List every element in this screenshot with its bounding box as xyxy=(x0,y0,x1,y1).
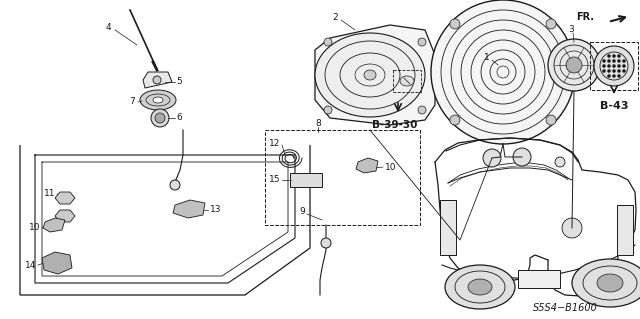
Text: S5S4−B1600: S5S4−B1600 xyxy=(532,303,597,313)
Polygon shape xyxy=(43,218,65,232)
Polygon shape xyxy=(55,210,75,222)
Circle shape xyxy=(602,64,605,68)
Ellipse shape xyxy=(572,259,640,307)
Circle shape xyxy=(418,38,426,46)
Bar xyxy=(590,42,638,90)
Circle shape xyxy=(170,180,180,190)
Ellipse shape xyxy=(597,274,623,292)
Text: B-39-30: B-39-30 xyxy=(372,120,418,130)
Circle shape xyxy=(321,238,331,248)
Text: 3: 3 xyxy=(568,26,573,34)
Ellipse shape xyxy=(431,0,575,144)
Polygon shape xyxy=(173,200,205,218)
Polygon shape xyxy=(55,192,75,204)
Circle shape xyxy=(618,70,621,72)
Ellipse shape xyxy=(566,57,582,73)
Text: 13: 13 xyxy=(210,205,221,214)
Bar xyxy=(265,130,420,225)
Bar xyxy=(617,205,633,255)
Circle shape xyxy=(483,149,501,167)
Circle shape xyxy=(155,113,165,123)
Circle shape xyxy=(153,76,161,84)
Polygon shape xyxy=(143,72,172,88)
Text: FR.: FR. xyxy=(576,12,594,22)
Circle shape xyxy=(562,218,582,238)
Circle shape xyxy=(602,60,605,63)
Text: 15: 15 xyxy=(269,175,280,184)
Circle shape xyxy=(513,148,531,166)
Polygon shape xyxy=(315,25,435,125)
Circle shape xyxy=(618,60,621,63)
Text: 4: 4 xyxy=(105,24,111,33)
Text: 9: 9 xyxy=(300,207,305,217)
Circle shape xyxy=(418,106,426,114)
Text: 6: 6 xyxy=(176,114,182,122)
Circle shape xyxy=(618,75,621,78)
Bar xyxy=(440,200,456,255)
Ellipse shape xyxy=(400,76,414,86)
Circle shape xyxy=(324,106,332,114)
Circle shape xyxy=(612,64,616,68)
Text: 11: 11 xyxy=(44,189,55,197)
Polygon shape xyxy=(42,252,72,274)
Circle shape xyxy=(607,75,611,78)
Bar xyxy=(290,173,322,187)
Ellipse shape xyxy=(315,33,425,117)
Circle shape xyxy=(151,109,169,127)
Circle shape xyxy=(607,70,611,72)
Circle shape xyxy=(618,55,621,57)
Ellipse shape xyxy=(445,265,515,309)
Text: 8: 8 xyxy=(315,120,321,129)
Circle shape xyxy=(623,70,625,72)
Text: 10: 10 xyxy=(29,224,40,233)
Text: B-43: B-43 xyxy=(600,101,628,111)
Circle shape xyxy=(612,60,616,63)
Circle shape xyxy=(184,204,194,214)
Ellipse shape xyxy=(140,90,176,110)
Circle shape xyxy=(546,19,556,29)
Circle shape xyxy=(612,70,616,72)
Circle shape xyxy=(612,75,616,78)
Text: 12: 12 xyxy=(269,138,280,147)
Circle shape xyxy=(618,64,621,68)
Ellipse shape xyxy=(153,97,163,103)
Text: 5: 5 xyxy=(176,78,182,86)
Circle shape xyxy=(607,64,611,68)
Circle shape xyxy=(51,257,63,269)
Circle shape xyxy=(450,115,460,125)
Circle shape xyxy=(623,60,625,63)
Ellipse shape xyxy=(468,279,492,295)
Polygon shape xyxy=(356,158,378,173)
Circle shape xyxy=(450,19,460,29)
Ellipse shape xyxy=(364,70,376,80)
Circle shape xyxy=(594,46,634,86)
Circle shape xyxy=(607,55,611,57)
Circle shape xyxy=(602,70,605,72)
Text: 1: 1 xyxy=(484,54,490,63)
Circle shape xyxy=(555,157,565,167)
Circle shape xyxy=(546,115,556,125)
Circle shape xyxy=(623,64,625,68)
Circle shape xyxy=(324,38,332,46)
Text: 2: 2 xyxy=(332,13,338,23)
Ellipse shape xyxy=(548,39,600,91)
Circle shape xyxy=(612,55,616,57)
Text: 7: 7 xyxy=(129,98,135,107)
Bar xyxy=(518,270,560,288)
Text: 14: 14 xyxy=(24,261,36,270)
Bar xyxy=(393,70,421,92)
Text: 10: 10 xyxy=(385,162,397,172)
Circle shape xyxy=(607,60,611,63)
